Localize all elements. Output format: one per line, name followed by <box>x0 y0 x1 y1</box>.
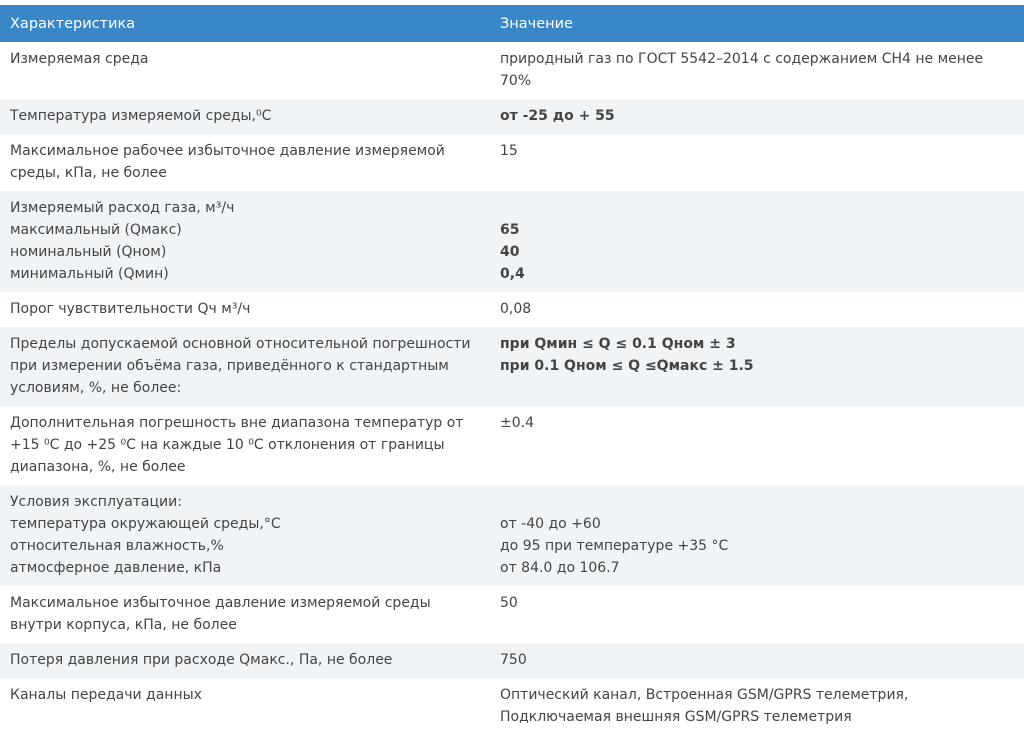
characteristic-text: диапазона, %, не более <box>10 459 186 475</box>
characteristic-text: при измерении объёма газа, приведённого … <box>10 358 449 374</box>
table-body: Измеряемая среда природный газ по ГОСТ 55… <box>0 42 1024 735</box>
value-text: 0,4 <box>500 266 525 282</box>
characteristic-text: Измеряемая среда <box>10 51 149 67</box>
characteristic-cell: Температура измеряемой среды,⁰С <box>0 99 492 134</box>
value-text: при Qмин ≤ Q ≤ 0.1 Qном ± 3 <box>500 336 736 352</box>
value-text: 0,08 <box>500 301 532 317</box>
value-cell: 65 40 0,4 <box>492 191 1024 292</box>
characteristic-text: номинальный (Qном) <box>10 244 167 260</box>
characteristic-text: Температура измеряемой среды,⁰С <box>10 108 272 124</box>
table-row: Измеряемый расход газа, м³/ч максимальный… <box>0 191 1024 292</box>
characteristic-cell: Измеряемая среда <box>0 42 492 99</box>
column-header-value: Значение <box>492 5 1024 42</box>
column-header-characteristic: Характеристика <box>0 5 492 42</box>
characteristic-text: Каналы передачи данных <box>10 687 202 703</box>
value-cell: 15 <box>492 134 1024 191</box>
characteristic-text: Порог чувствительности Qч м³/ч <box>10 301 251 317</box>
value-cell: ±0.4 <box>492 406 1024 485</box>
characteristic-text: Дополнительная погрешность вне диапазона… <box>10 415 464 431</box>
characteristic-text: среды, кПа, не более <box>10 165 167 181</box>
value-text: Оптический канал, Встроенная GSM/GPRS те… <box>500 687 909 703</box>
value-cell: от -25 до + 55 <box>492 99 1024 134</box>
characteristic-text: условиям, %, не более: <box>10 380 182 396</box>
table-header-row: Характеристика Значение <box>0 5 1024 42</box>
value-text: 50 <box>500 595 518 611</box>
value-text: Подключаемая внешняя GSM/GPRS телеметрия <box>500 709 852 725</box>
characteristic-cell: Порог чувствительности Qч м³/ч <box>0 292 492 327</box>
value-text: 65 <box>500 222 520 238</box>
table-row: Максимальное избыточное давление измеряе… <box>0 586 1024 643</box>
characteristic-text: Максимальное избыточное давление измеряе… <box>10 595 431 611</box>
value-text: от 84.0 до 106.7 <box>500 560 620 576</box>
characteristic-text: Пределы допускаемой основной относительн… <box>10 336 471 352</box>
table-row: Максимальное рабочее избыточное давление… <box>0 134 1024 191</box>
table-row: Температура измеряемой среды,⁰С от -25 до… <box>0 99 1024 134</box>
characteristic-text: минимальный (Qмин) <box>10 266 169 282</box>
table-row: Условия эксплуатации: температура окружаю… <box>0 485 1024 586</box>
characteristic-cell: Пределы допускаемой основной относительн… <box>0 327 492 406</box>
value-text: ±0.4 <box>500 415 534 431</box>
value-cell: при Qмин ≤ Q ≤ 0.1 Qном ± 3 при 0.1 Qном … <box>492 327 1024 406</box>
value-cell: 750 <box>492 643 1024 678</box>
value-text: 750 <box>500 652 527 668</box>
characteristic-cell: Максимальное избыточное давление измеряе… <box>0 586 492 643</box>
characteristic-cell: Каналы передачи данных <box>0 678 492 735</box>
value-cell: 50 <box>492 586 1024 643</box>
specifications-table: Характеристика Значение Измеряемая среда… <box>0 5 1024 735</box>
characteristic-cell: Измеряемый расход газа, м³/ч максимальный… <box>0 191 492 292</box>
value-text: 70% <box>500 73 532 89</box>
characteristic-text: Потеря давления при расходе Qмакс., Па, … <box>10 652 393 668</box>
value-text: до 95 при температуре +35 °С <box>500 538 729 554</box>
value-text: 15 <box>500 143 518 159</box>
characteristic-text: Измеряемый расход газа, м³/ч <box>10 200 235 216</box>
value-text <box>500 491 1014 513</box>
value-cell: природный газ по ГОСТ 5542–2014 с содерж… <box>492 42 1024 99</box>
value-text: от -40 до +60 <box>500 516 601 532</box>
characteristic-text: Условия эксплуатации: <box>10 494 182 510</box>
characteristic-text: температура окружающей среды,°С <box>10 516 281 532</box>
table-row: Порог чувствительности Qч м³/ч 0,08 <box>0 292 1024 327</box>
value-text: от -25 до + 55 <box>500 108 615 124</box>
characteristic-text: внутри корпуса, кПа, не более <box>10 617 237 633</box>
value-cell: от -40 до +60 до 95 при температуре +35 °… <box>492 485 1024 586</box>
table-row: Дополнительная погрешность вне диапазона… <box>0 406 1024 485</box>
characteristic-cell: Потеря давления при расходе Qмакс., Па, … <box>0 643 492 678</box>
characteristic-text: относительная влажность,% <box>10 538 224 554</box>
characteristic-text: атмосферное давление, кПа <box>10 560 222 576</box>
value-cell: Оптический канал, Встроенная GSM/GPRS те… <box>492 678 1024 735</box>
characteristic-cell: Условия эксплуатации: температура окружаю… <box>0 485 492 586</box>
value-cell: 0,08 <box>492 292 1024 327</box>
value-text: 40 <box>500 244 520 260</box>
characteristic-cell: Дополнительная погрешность вне диапазона… <box>0 406 492 485</box>
value-text: природный газ по ГОСТ 5542–2014 с содерж… <box>500 51 984 67</box>
value-text <box>500 197 1014 219</box>
table-row: Измеряемая среда природный газ по ГОСТ 55… <box>0 42 1024 99</box>
characteristic-cell: Максимальное рабочее избыточное давление… <box>0 134 492 191</box>
characteristic-text: Максимальное рабочее избыточное давление… <box>10 143 445 159</box>
value-text: при 0.1 Qном ≤ Q ≤Qмакс ± 1.5 <box>500 358 754 374</box>
table-row: Каналы передачи данных Оптический канал, … <box>0 678 1024 735</box>
characteristic-text: максимальный (Qмакс) <box>10 222 182 238</box>
table-row: Пределы допускаемой основной относительн… <box>0 327 1024 406</box>
table-row: Потеря давления при расходе Qмакс., Па, … <box>0 643 1024 678</box>
characteristic-text: +15 ⁰С до +25 ⁰С на каждые 10 ⁰С отклоне… <box>10 437 445 453</box>
